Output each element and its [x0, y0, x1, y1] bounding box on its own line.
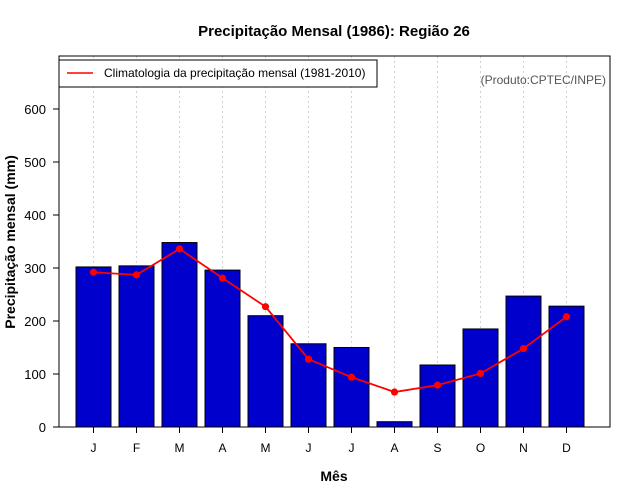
y-axis-title: Precipitação mensal (mm)	[2, 155, 18, 329]
chart-title: Precipitação Mensal (1986): Região 26	[198, 23, 470, 40]
bar-d-12	[548, 305, 585, 428]
bar-a-8	[376, 421, 413, 428]
y-tick-label: 600	[24, 102, 46, 117]
climatology-point	[562, 313, 571, 321]
x-tick-label: A	[218, 441, 226, 455]
x-axis-title: Mês	[320, 468, 347, 484]
bar-o-10	[462, 328, 499, 428]
legend-box	[58, 59, 378, 88]
bar-j-1	[75, 266, 112, 428]
bar-a-4	[204, 269, 241, 428]
x-tick-label: J	[306, 441, 312, 455]
climatology-point	[433, 381, 442, 389]
x-tick-label: M	[175, 441, 185, 455]
climatology-point	[218, 274, 227, 282]
bar-m-3	[161, 242, 198, 428]
grid-lines	[93, 56, 567, 427]
bar-n-11	[505, 295, 542, 428]
y-tick-label: 500	[24, 155, 46, 170]
bar-s-9	[419, 364, 456, 428]
climatology-point	[519, 344, 528, 353]
climatology-series	[89, 245, 571, 396]
x-tick-label: J	[91, 441, 97, 455]
x-tick-label: J	[349, 441, 355, 455]
climatology-point	[132, 271, 141, 279]
x-tick-label: A	[390, 441, 398, 455]
climatology-line	[93, 247, 568, 393]
y-tick-label: 200	[24, 314, 46, 329]
y-tick-label: 400	[24, 208, 46, 223]
x-tick-label: N	[519, 441, 528, 455]
bar-j-7	[333, 346, 370, 428]
bar-f-2	[118, 265, 155, 428]
y-tick-label: 300	[24, 261, 46, 276]
x-tick-label: F	[133, 441, 140, 455]
x-tick-label: M	[261, 441, 271, 455]
plot-frame	[58, 55, 611, 428]
climatology-point	[304, 355, 313, 363]
y-tick-label: 0	[39, 420, 46, 435]
y-axis: 0 100 200 300 400 500 600	[24, 102, 59, 435]
bars	[75, 242, 585, 428]
climatology-point	[476, 369, 485, 378]
x-tick-label: D	[562, 441, 571, 455]
climatology-point	[347, 373, 356, 381]
x-tick-label: S	[433, 441, 441, 455]
x-tick-label: O	[476, 441, 485, 455]
climatology-point	[261, 303, 270, 311]
legend: Climatologia da precipitação mensal (198…	[58, 59, 378, 88]
legend-label: Climatologia da precipitação mensal (198…	[104, 66, 365, 80]
bar-m-5	[247, 315, 284, 428]
climatology-point	[390, 388, 399, 396]
y-tick-label: 100	[24, 367, 46, 382]
credit-text: (Produto:CPTEC/INPE)	[481, 73, 606, 87]
climatology-point	[175, 245, 184, 253]
climatology-point	[89, 268, 98, 276]
